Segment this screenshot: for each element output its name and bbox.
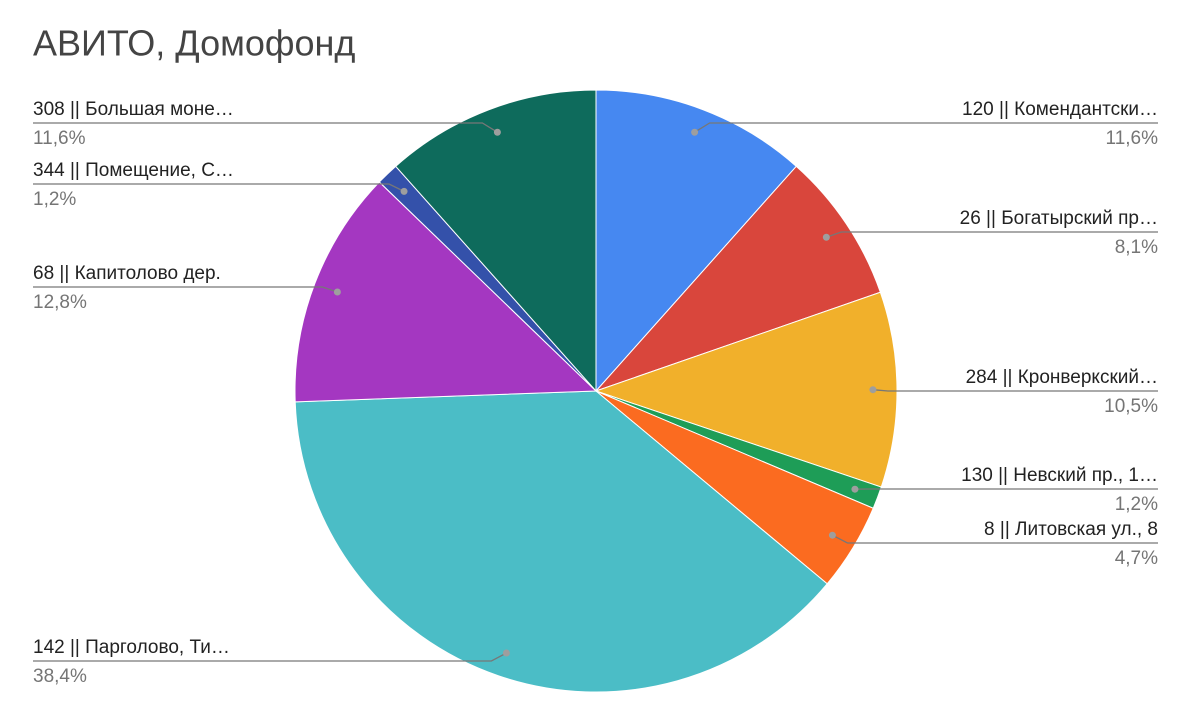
slice-value-label: 10,5% <box>1104 396 1158 417</box>
pie-slice <box>595 89 798 393</box>
leader-dot <box>691 128 699 136</box>
slice-label: 26 || Богатырский пр… <box>960 208 1158 229</box>
leader-line <box>832 534 1158 544</box>
slice-label: 68 || Капитолово дер. <box>33 263 221 284</box>
chart-title: АВИТО, Домофонд <box>33 23 355 64</box>
leader-dot <box>828 531 836 539</box>
leader-dot <box>493 128 501 136</box>
slice-value-label: 1,2% <box>1115 494 1158 515</box>
slice-value-label: 4,7% <box>1115 548 1158 569</box>
slice-label: 344 || Помещение, С… <box>33 160 234 181</box>
leader-dot <box>822 233 830 241</box>
slice-label: 120 || Комендантски… <box>962 99 1158 120</box>
leader-dot <box>400 187 408 195</box>
slice-value-label: 1,2% <box>33 189 76 210</box>
leader-line <box>33 652 507 662</box>
leader-dot <box>851 485 859 493</box>
leader-line <box>826 231 1158 238</box>
leader-line <box>33 183 405 192</box>
pie-slice <box>594 291 898 488</box>
leader-line <box>33 122 498 133</box>
leader-line <box>694 122 1158 133</box>
pie-slice <box>394 89 597 393</box>
pie-slice <box>294 390 828 693</box>
slice-label: 142 || Парголово, Ти… <box>33 637 230 658</box>
slice-label: 308 || Большая моне… <box>33 99 234 120</box>
leader-line <box>872 389 1158 392</box>
slice-label: 284 || Кронверкский… <box>966 367 1158 388</box>
leader-dot <box>333 288 341 296</box>
pie-slice <box>594 165 881 393</box>
leader-dot <box>502 649 510 657</box>
slice-value-label: 12,8% <box>33 292 87 313</box>
slice-value-label: 11,6% <box>1106 128 1159 149</box>
leader-line <box>33 286 338 293</box>
leader-dot <box>869 386 877 394</box>
slice-value-label: 8,1% <box>1115 237 1158 258</box>
slice-value-label: 38,4% <box>33 666 87 687</box>
slice-value-label: 11,6% <box>33 128 86 149</box>
pie-slice <box>294 181 598 403</box>
slice-label: 130 || Невский пр., 1… <box>961 465 1158 486</box>
slice-label: 8 || Литовская ул., 8 <box>984 519 1158 540</box>
